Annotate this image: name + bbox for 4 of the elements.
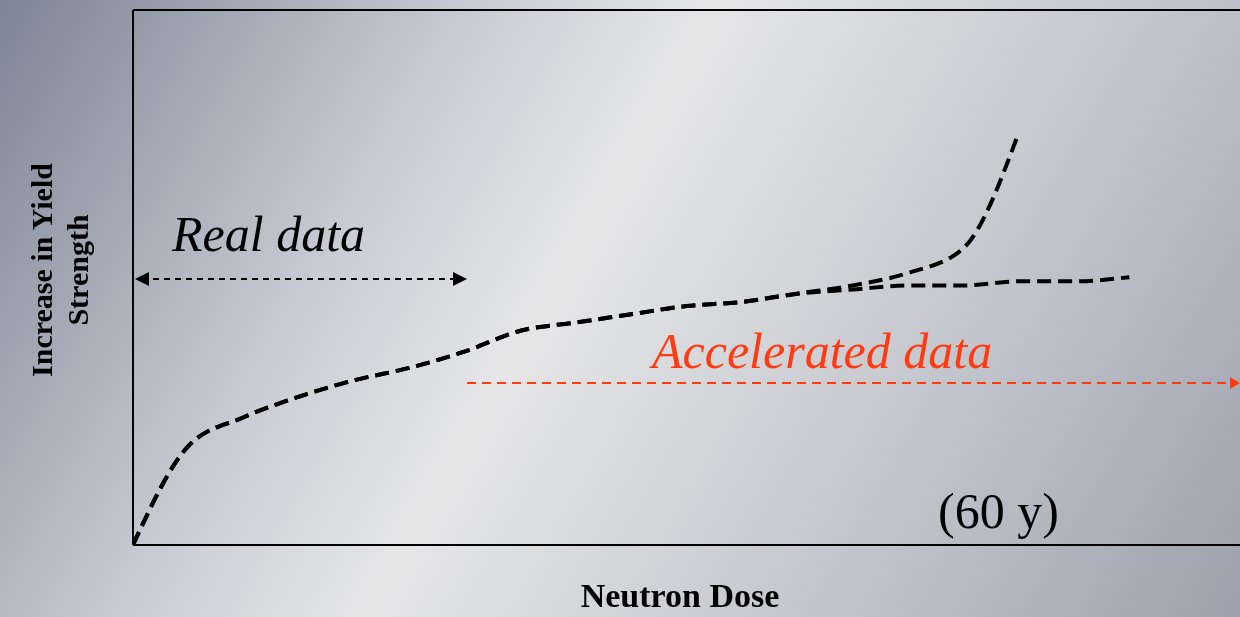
y-axis-title: Increase in Yield Strength	[24, 162, 95, 379]
annotation: Real data	[172, 205, 366, 263]
x-axis-title: Neutron Dose	[579, 577, 781, 615]
annotation: (60 y)	[938, 482, 1059, 540]
